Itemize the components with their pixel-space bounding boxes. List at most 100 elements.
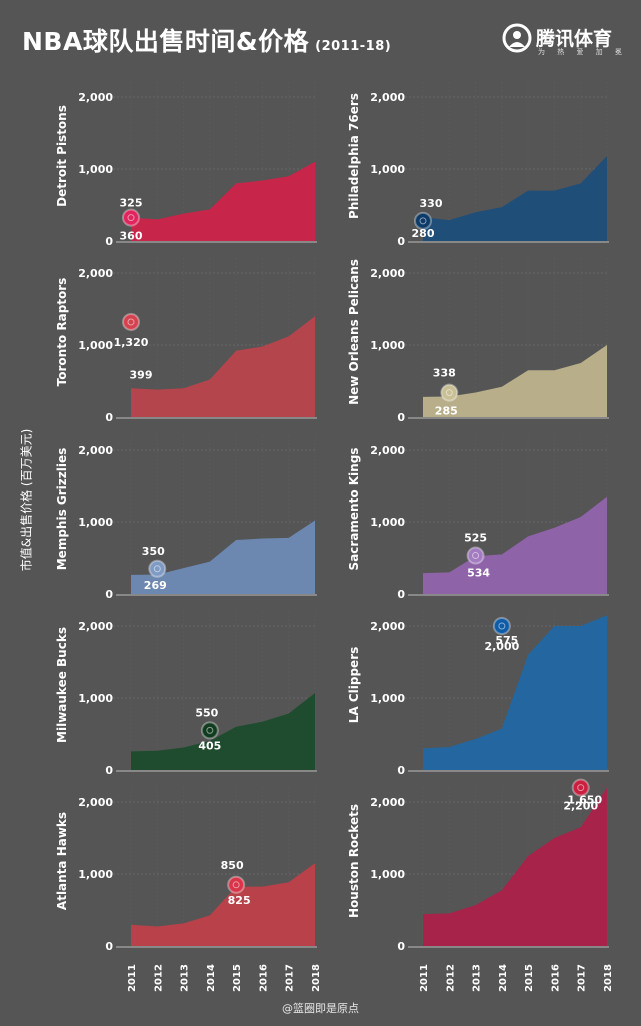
area-series [131,863,315,946]
y-tick-label: 0 [105,764,113,777]
market-value-label: 330 [420,197,443,210]
y-tick-label: 2,000 [370,267,405,280]
sale-dot-center [153,565,161,573]
y-tick-label: 2,000 [370,796,405,809]
y-tick-label: 1,000 [78,868,113,881]
y-tick-label: 1,000 [370,868,405,881]
area-series [423,496,607,594]
y-tick-label: 1,000 [78,516,113,529]
sale-price-label: 350 [142,545,165,558]
sale-price-dot [414,211,432,230]
panel-title: Memphis Grizzlies [55,448,69,571]
panel-detroit-pistons: 0 1,000 2,000 Detroit Pistons 325 360 [55,82,317,248]
y-tick-label: 2,000 [78,796,113,809]
sale-price-dot [122,312,140,331]
area-series [423,615,607,770]
x-tick-label: 2011 [419,964,430,992]
page-title: NBA球队出售时间&价格 (2011-18) [22,22,391,58]
y-tick-label: 1,000 [370,692,405,705]
y-tick-label: 0 [105,411,113,424]
market-value-label: 269 [144,579,167,592]
logo-slogan: 为 热 爱 加 冕 [538,48,627,56]
sale-dot-center [445,389,453,397]
sale-price-label: 1,320 [114,336,149,349]
sale-dot-center [419,217,427,225]
sale-price-dot [227,875,246,894]
panel-sacramento-kings: 0 1,000 2,000 Sacramento Kings 534 525 [347,435,609,601]
area-series [423,156,607,241]
y-tick-label: 1,000 [78,163,113,176]
y-tick-label: 0 [105,588,113,601]
y-tick-label: 2,000 [78,620,113,633]
sale-price-label: 325 [120,197,143,210]
sale-dot-center [127,214,135,222]
y-tick-label: 0 [397,940,405,953]
y-tick-label: 0 [397,235,405,248]
panel-title: Philadelphia 76ers [347,93,361,219]
small-multiples-chart: 0 1,000 2,000 Detroit Pistons 325 360 0 1,000 2,… [55,82,614,992]
panel-title: Houston Rockets [347,804,361,918]
x-tick-label: 2018 [603,964,614,992]
title-year-range: (2011-18) [315,39,392,54]
x-tick-label: 2017 [285,964,296,992]
x-tick-label: 2013 [472,964,483,992]
y-tick-label: 0 [397,411,405,424]
panel-title: Atlanta Hawks [55,812,69,910]
market-value-label: 525 [464,532,487,545]
sale-price-label: 280 [412,227,435,240]
sale-price-dot [122,208,140,227]
y-tick-label: 1,000 [370,339,405,352]
panel-title: Milwaukee Bucks [55,627,69,743]
x-tick-label: 2015 [524,964,535,992]
y-tick-label: 1,000 [370,163,405,176]
x-tick-label: 2016 [550,964,561,992]
panel-philadelphia-76ers: 0 1,000 2,000 Philadelphia 76ers 280 330 [347,82,609,248]
brand-logo: 腾讯体育 为 热 爱 加 冕 [502,22,632,58]
panel-title: New Orleans Pelicans [347,259,361,405]
area-series [423,787,607,946]
area-series [423,345,607,417]
x-tick-label: 2016 [258,964,269,992]
sale-price-dot [466,546,485,565]
y-tick-label: 0 [105,940,113,953]
x-tick-label: 2018 [311,964,322,992]
y-tick-label: 2,000 [370,91,405,104]
sale-price-label: 2,000 [484,640,519,653]
x-tick-label: 2014 [498,964,509,992]
panel-title: Sacramento Kings [347,448,361,571]
market-value-label: 399 [130,368,153,381]
market-value-label: 405 [198,739,221,752]
sale-dot-center [498,622,506,630]
panel-toronto-raptors: 0 1,000 2,000 Toronto Raptors 1,320 399 [55,258,317,424]
area-series [131,520,315,594]
panel-memphis-grizzlies: 0 1,000 2,000 Memphis Grizzlies 350 269 [55,435,317,601]
x-tick-label: 2017 [577,964,588,992]
market-value-label: 285 [435,405,458,418]
y-tick-label: 1,000 [78,339,113,352]
sale-dot-center [206,726,214,734]
sale-price-label: 2,200 [563,800,598,813]
y-tick-label: 0 [397,588,405,601]
x-tick-label: 2012 [445,964,456,992]
sale-price-dot [492,617,511,635]
sale-price-label: 850 [221,859,244,872]
logo-icon [502,23,532,53]
sale-price-dot [440,383,459,402]
market-value-label: 360 [120,230,143,243]
y-tick-label: 0 [397,764,405,777]
y-tick-label: 2,000 [78,444,113,457]
sale-price-dot [571,778,590,797]
market-value-label: 1,650 [567,794,602,807]
panel-title: LA Clippers [347,647,361,724]
sale-price-label: 338 [433,367,456,380]
x-tick-label: 2012 [153,964,164,992]
title-text: NBA球队出售时间&价格 [22,27,310,56]
watermark-credit: @篮圈即是原点 [282,1002,359,1015]
market-value-label: 825 [228,894,251,907]
area-series [131,692,315,770]
sale-price-label: 550 [195,706,218,719]
sale-dot-center [232,881,240,889]
sale-price-dot [200,721,219,740]
